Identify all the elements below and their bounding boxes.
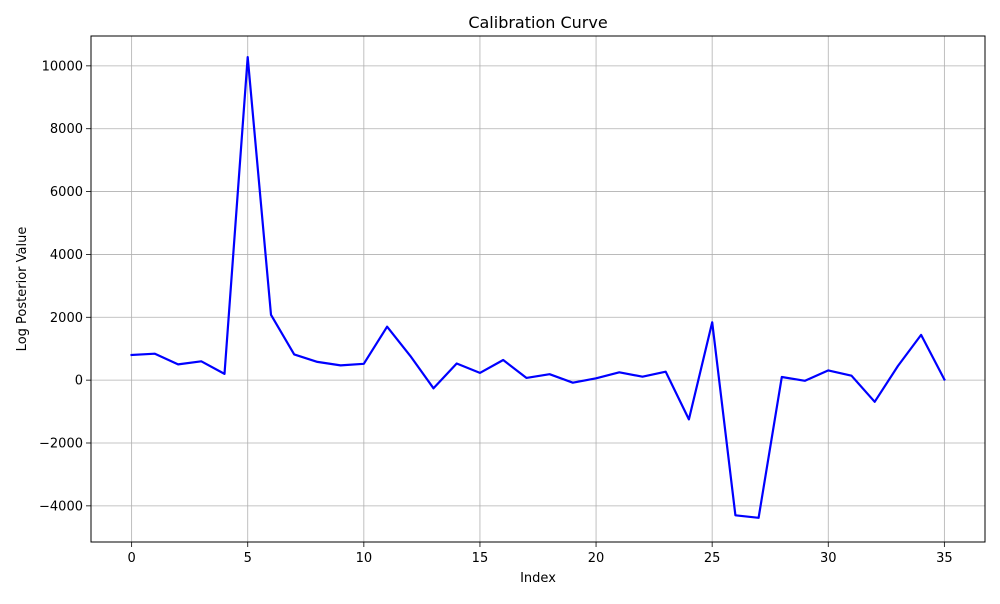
x-tick-label: 25 bbox=[704, 551, 721, 566]
x-tick-label: 30 bbox=[820, 551, 837, 566]
y-axis-ticks: −4000 −2000 0 2000 4000 6000 8000 10000 bbox=[39, 59, 91, 514]
y-tick-label: −2000 bbox=[39, 437, 83, 452]
y-tick-label: −4000 bbox=[39, 499, 83, 514]
series-lines bbox=[130, 55, 946, 519]
chart-title: Calibration Curve bbox=[468, 13, 607, 32]
y-tick-label: 0 bbox=[75, 374, 83, 389]
y-tick-label: 10000 bbox=[42, 59, 83, 74]
plot-frame bbox=[90, 35, 986, 543]
x-tick-label: 15 bbox=[472, 551, 489, 566]
y-tick-label: 6000 bbox=[50, 185, 83, 200]
x-tick-label: 10 bbox=[356, 551, 373, 566]
y-tick-label: 2000 bbox=[50, 311, 83, 326]
x-axis-ticks: 0 5 10 15 20 25 30 35 bbox=[127, 542, 953, 566]
y-tick-label: 8000 bbox=[50, 122, 83, 137]
y-axis-label: Log Posterior Value bbox=[15, 227, 30, 352]
x-axis-label: Index bbox=[520, 571, 556, 586]
x-tick-label: 20 bbox=[588, 551, 605, 566]
y-tick-label: 4000 bbox=[50, 248, 83, 263]
grid-lines bbox=[91, 36, 985, 542]
series-line bbox=[130, 55, 946, 519]
x-tick-label: 0 bbox=[127, 551, 135, 566]
x-tick-label: 35 bbox=[936, 551, 953, 566]
x-tick-label: 5 bbox=[244, 551, 252, 566]
